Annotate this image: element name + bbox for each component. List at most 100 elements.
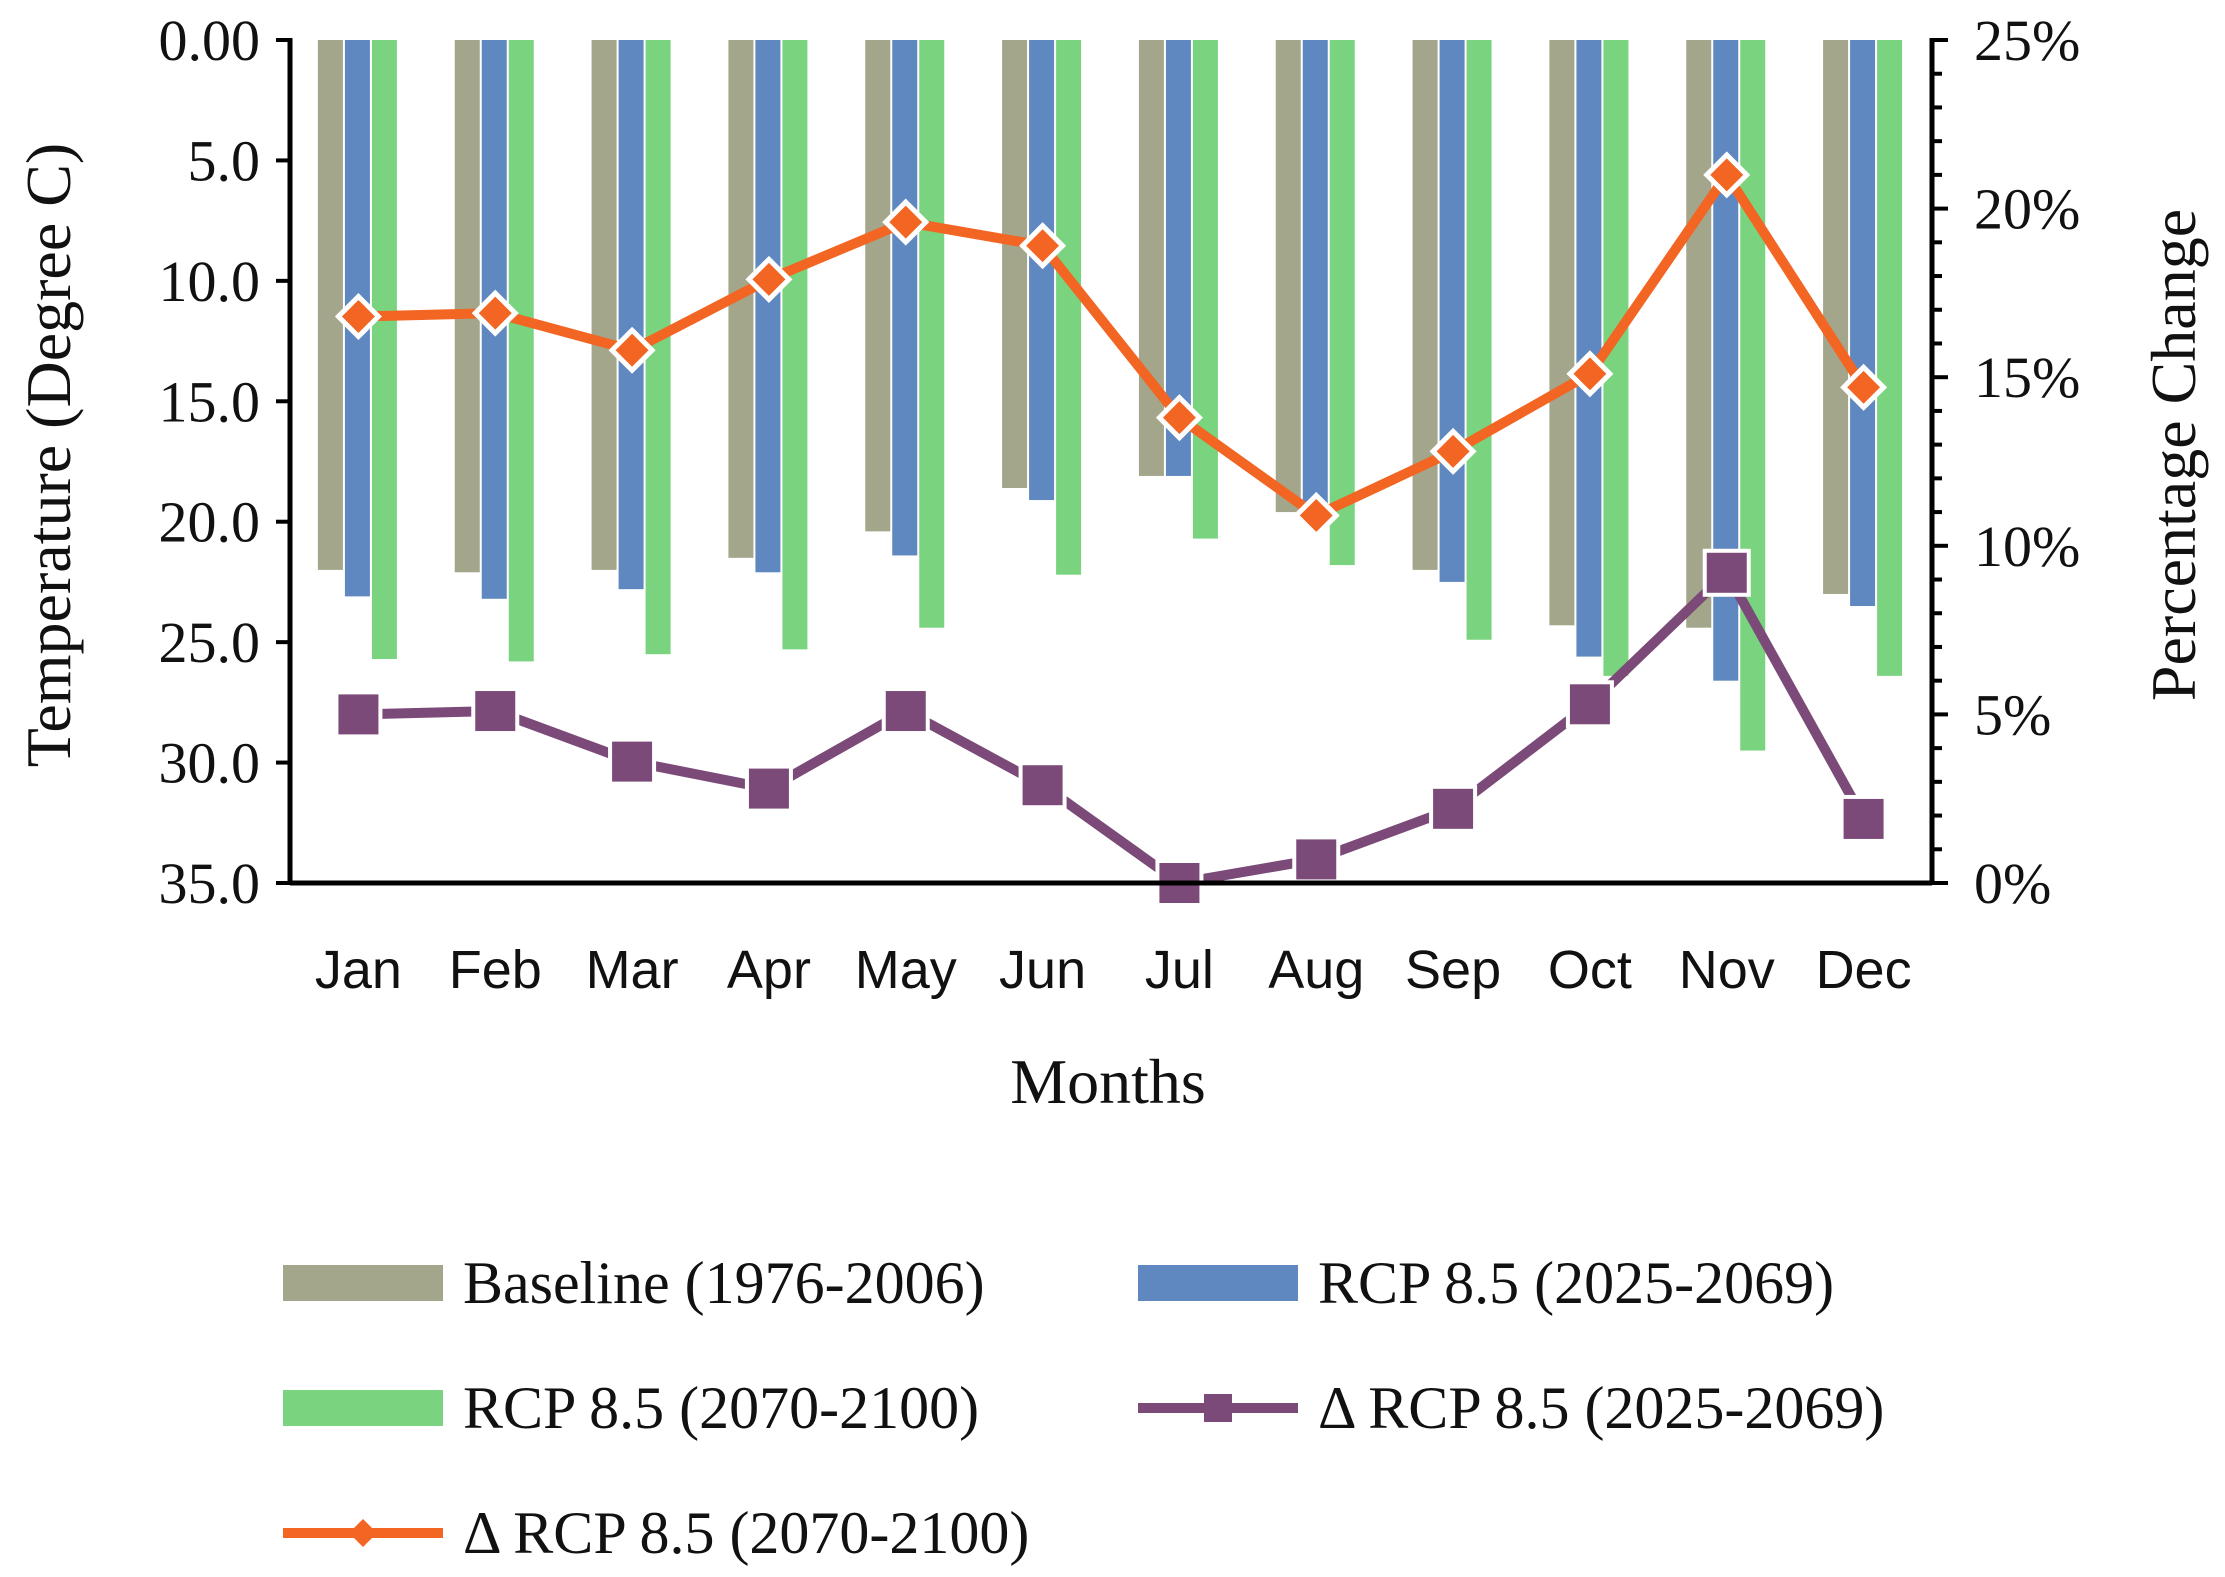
bar-0-nov <box>1686 40 1712 628</box>
legend-label: Δ RCP 8.5 (2025-2069) <box>1318 1375 1884 1441</box>
y-tick-label: 10.0 <box>159 249 261 314</box>
marker-1-jan <box>334 292 382 341</box>
bar-2-jan <box>371 40 397 660</box>
marker-0-oct <box>1565 680 1614 729</box>
x-tick-label-may: May <box>855 940 957 1000</box>
marker-0-jan <box>334 690 383 739</box>
marker-0-sep <box>1429 784 1478 833</box>
x-axis-title: Months <box>1010 1046 1206 1117</box>
y2-tick-label: 0% <box>1974 851 2051 916</box>
legend-entry-0: Baseline (1976-2006) <box>283 1250 985 1316</box>
bar-0-sep <box>1412 40 1438 570</box>
marker-1-sep <box>1429 427 1477 475</box>
x-tick-label-sep: Sep <box>1405 940 1501 1000</box>
x-tick-label-dec: Dec <box>1816 940 1912 1000</box>
marker-1-mar <box>608 326 656 374</box>
marker-1-jun <box>1019 222 1067 270</box>
y-axis-title: Temperature (Degree C) <box>13 143 84 768</box>
x-tick-label-mar: Mar <box>586 940 679 1000</box>
y-tick-label: 30.0 <box>159 731 261 796</box>
bar-0-dec <box>1823 40 1849 594</box>
legend-label: Δ RCP 8.5 (2070-2100) <box>463 1500 1029 1566</box>
x-tick-label-jul: Jul <box>1145 940 1214 1000</box>
y-tick-label: 0.00 <box>159 8 261 73</box>
y2-tick-label: 15% <box>1974 345 2080 410</box>
marker-1-feb <box>471 289 519 337</box>
y-tick-label: 20.0 <box>159 490 261 555</box>
marker-1-jul <box>1155 394 1203 442</box>
x-tick-label-jun: Jun <box>999 940 1086 1000</box>
bar-1-may <box>892 40 918 556</box>
bar-series-group <box>317 40 1903 751</box>
tick-labels-group: 0.00 5.0 10.0 15.0 20.0 25.0 30.0 35.0 0% 5% 10% 15… <box>159 8 2081 1000</box>
legend-label: RCP 8.5 (2025-2069) <box>1318 1250 1834 1316</box>
y-tick-label: 15.0 <box>159 369 261 434</box>
bar-0-may <box>865 40 891 532</box>
bar-2-dec <box>1877 40 1903 676</box>
bar-1-mar <box>618 40 644 590</box>
bar-1-sep <box>1439 40 1465 582</box>
bar-0-jan <box>317 40 343 570</box>
bar-2-apr <box>782 40 808 650</box>
marker-0-aug <box>1292 835 1341 884</box>
bar-2-jul <box>1192 40 1218 539</box>
bar-0-mar <box>591 40 617 570</box>
y-tick-label: 5.0 <box>188 128 261 193</box>
marker-0-nov <box>1702 548 1751 597</box>
marker-0-dec <box>1839 794 1888 843</box>
marker-1-may <box>882 198 930 246</box>
bar-1-jun <box>1029 40 1055 501</box>
marker-0-feb <box>471 687 520 736</box>
y2-tick-label: 25% <box>1974 8 2080 73</box>
bar-0-feb <box>454 40 480 573</box>
marker-0-jun <box>1018 761 1067 810</box>
x-tick-label-jan: Jan <box>315 940 402 1000</box>
marker-1-apr <box>745 255 793 303</box>
legend-entry-4: Δ RCP 8.5 (2070-2100) <box>283 1500 1029 1566</box>
line-series-group <box>334 151 1888 907</box>
bar-2-aug <box>1329 40 1355 566</box>
marker-0-apr <box>744 764 793 813</box>
y2-tick-label: 20% <box>1974 177 2080 242</box>
legend-swatch <box>283 1265 443 1301</box>
bar-2-oct <box>1603 40 1629 676</box>
x-tick-label-apr: Apr <box>727 940 811 1000</box>
bar-1-aug <box>1302 40 1328 515</box>
marker-1-oct <box>1566 350 1614 398</box>
bar-0-aug <box>1275 40 1301 513</box>
line-series-1 <box>358 169 1868 521</box>
x-tick-label-aug: Aug <box>1268 940 1364 1000</box>
bar-0-jun <box>1002 40 1028 488</box>
legend-swatch <box>1138 1265 1298 1301</box>
x-tick-label-nov: Nov <box>1679 940 1775 1000</box>
legend-swatch <box>283 1390 443 1426</box>
legend-label: RCP 8.5 (2070-2100) <box>463 1375 979 1441</box>
marker-0-mar <box>608 737 657 786</box>
bar-0-jul <box>1138 40 1164 476</box>
x-tick-label-feb: Feb <box>449 940 542 1000</box>
marker-1-nov <box>1703 151 1751 199</box>
legend-entry-2: RCP 8.5 (2070-2100) <box>283 1375 979 1441</box>
y2-tick-label: 5% <box>1974 682 2051 747</box>
bar-2-sep <box>1466 40 1492 640</box>
x-tick-label-oct: Oct <box>1548 940 1632 1000</box>
bar-1-oct <box>1576 40 1602 657</box>
legend: Baseline (1976-2006) RCP 8.5 (2025-2069) R… <box>283 1250 1884 1566</box>
y2-axis-title: Percentage Change <box>2138 209 2209 701</box>
bar-2-may <box>919 40 945 628</box>
bar-0-oct <box>1549 40 1575 626</box>
line-series-0 <box>358 567 1868 888</box>
y-tick-label: 35.0 <box>159 851 261 916</box>
legend-marker <box>1204 1394 1232 1422</box>
bar-2-jun <box>1056 40 1082 575</box>
y-tick-label: 25.0 <box>159 610 261 675</box>
legend-marker <box>349 1519 377 1547</box>
marker-1-aug <box>1292 491 1340 539</box>
marker-0-may <box>881 687 930 736</box>
bar-1-apr <box>755 40 781 573</box>
legend-label: Baseline (1976-2006) <box>463 1250 985 1316</box>
marker-1-dec <box>1840 363 1888 411</box>
legend-entry-3: Δ RCP 8.5 (2025-2069) <box>1138 1375 1884 1441</box>
bar-1-dec <box>1850 40 1876 607</box>
